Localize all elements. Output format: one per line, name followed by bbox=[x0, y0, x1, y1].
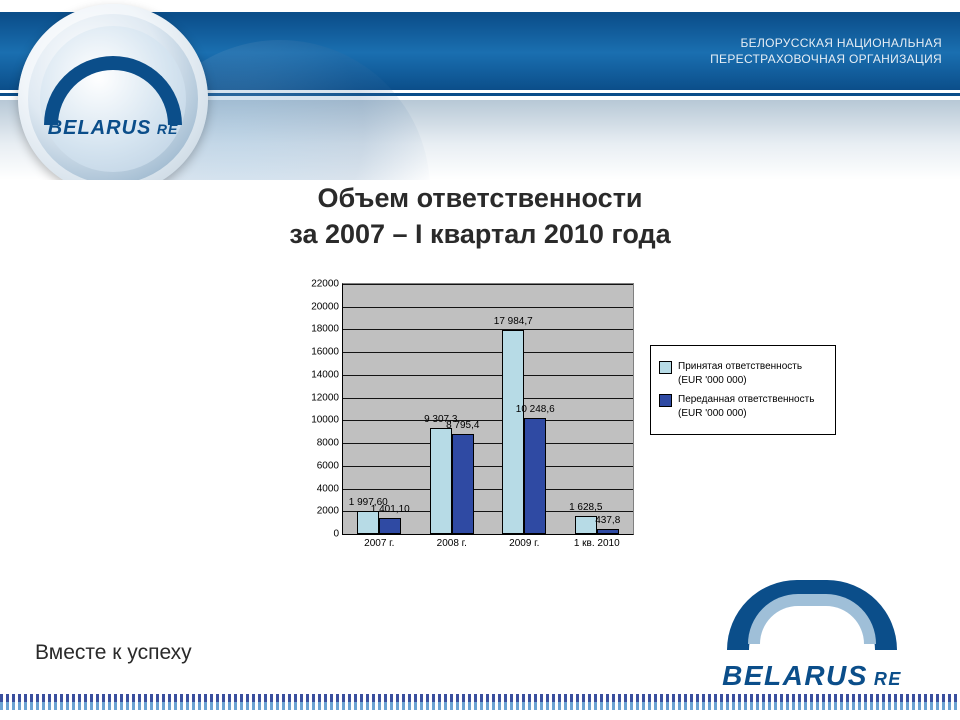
chart-gridline bbox=[343, 398, 633, 399]
chart-xcategory-label: 1 кв. 2010 bbox=[574, 538, 620, 549]
chart-bar-value-label: 1 628,5 bbox=[569, 502, 602, 513]
chart-xcategory-label: 2009 г. bbox=[509, 538, 539, 549]
logo-text-suffix: RE bbox=[157, 121, 178, 137]
chart-gridline bbox=[343, 329, 633, 330]
chart-ytick-label: 22000 bbox=[299, 279, 343, 290]
chart-gridline bbox=[343, 489, 633, 490]
page-title: Объем ответственности за 2007 – I кварта… bbox=[0, 180, 960, 253]
legend-item: Принятая ответственность (EUR '000 000) bbox=[659, 360, 827, 387]
org-name: БЕЛОРУССКАЯ НАЦИОНАЛЬНАЯ ПЕРЕСТРАХОВОЧНА… bbox=[710, 35, 942, 67]
chart-gridline bbox=[343, 352, 633, 353]
logo: BELARUS RE bbox=[18, 4, 208, 180]
legend-swatch-icon bbox=[659, 361, 672, 374]
page-title-line2: за 2007 – I квартал 2010 года bbox=[0, 216, 960, 252]
legend-item: Переданная ответственность (EUR '000 000… bbox=[659, 393, 827, 420]
chart-bar bbox=[379, 518, 401, 534]
footer-dash-stripe bbox=[0, 694, 960, 702]
logo-text-main: BELARUS bbox=[48, 117, 152, 139]
chart-ytick-label: 2000 bbox=[299, 506, 343, 517]
chart-ytick-label: 6000 bbox=[299, 460, 343, 471]
chart-legend: Принятая ответственность (EUR '000 000) … bbox=[650, 345, 836, 435]
chart-ytick-label: 0 bbox=[299, 529, 343, 540]
chart-ytick-label: 18000 bbox=[299, 324, 343, 335]
chart-ytick-label: 10000 bbox=[299, 415, 343, 426]
footer-logo-main: BELARUS bbox=[722, 660, 868, 691]
chart-ytick-label: 14000 bbox=[299, 369, 343, 380]
tagline: Вместе к успеху bbox=[35, 641, 192, 665]
chart-gridline bbox=[343, 307, 633, 308]
logo-inner: BELARUS RE bbox=[40, 26, 186, 172]
chart-gridline bbox=[343, 466, 633, 467]
chart-gridline bbox=[343, 420, 633, 421]
chart-plot-area: 0200040006000800010000120001400016000180… bbox=[342, 283, 634, 535]
page-title-line1: Объем ответственности bbox=[0, 180, 960, 216]
chart-ytick-label: 16000 bbox=[299, 347, 343, 358]
chart-ytick-label: 8000 bbox=[299, 438, 343, 449]
chart-bar bbox=[502, 330, 524, 534]
chart-bar-value-label: 1 401,10 bbox=[371, 504, 410, 515]
footer-logo-suffix: RE bbox=[874, 669, 902, 689]
footer-logo-text: BELARUS RE bbox=[692, 662, 932, 690]
logo-arc-icon bbox=[44, 56, 182, 125]
chart-bar bbox=[524, 418, 546, 534]
header-band: БЕЛОРУССКАЯ НАЦИОНАЛЬНАЯ ПЕРЕСТРАХОВОЧНА… bbox=[0, 0, 960, 180]
chart-ytick-label: 4000 bbox=[299, 483, 343, 494]
legend-label: Переданная ответственность (EUR '000 000… bbox=[678, 393, 827, 420]
legend-swatch-icon bbox=[659, 394, 672, 407]
chart-xcategory-label: 2008 г. bbox=[437, 538, 467, 549]
footer-dash-stripe bbox=[0, 702, 960, 710]
chart-bar bbox=[430, 428, 452, 534]
logo-text: BELARUS RE bbox=[40, 118, 186, 139]
chart-ytick-label: 20000 bbox=[299, 301, 343, 312]
chart-ytick-label: 12000 bbox=[299, 392, 343, 403]
footer-logo: BELARUS RE bbox=[692, 580, 932, 690]
chart-bar-value-label: 8 795,4 bbox=[446, 420, 479, 431]
chart-xcategory-label: 2007 г. bbox=[364, 538, 394, 549]
chart-bar bbox=[452, 434, 474, 534]
org-name-line2: ПЕРЕСТРАХОВОЧНАЯ ОРГАНИЗАЦИЯ bbox=[710, 51, 942, 67]
chart-gridline bbox=[343, 284, 633, 285]
chart-bar-value-label: 10 248,6 bbox=[516, 404, 555, 415]
legend-label: Принятая ответственность (EUR '000 000) bbox=[678, 360, 827, 387]
chart-gridline bbox=[343, 443, 633, 444]
chart-gridline bbox=[343, 375, 633, 376]
org-name-line1: БЕЛОРУССКАЯ НАЦИОНАЛЬНАЯ bbox=[710, 35, 942, 51]
chart-bar-value-label: 437,8 bbox=[595, 515, 620, 526]
chart-bar-value-label: 17 984,7 bbox=[494, 316, 533, 327]
chart: 0 2000 4000 6000 8000 10000 12000 14000 16000 180… bbox=[300, 275, 820, 565]
chart-bar bbox=[575, 516, 597, 535]
chart-bar bbox=[597, 529, 619, 534]
